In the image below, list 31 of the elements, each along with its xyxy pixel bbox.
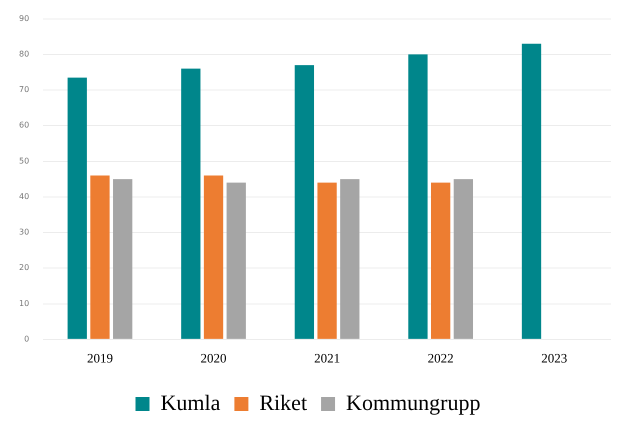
y-tick-label: 40 <box>18 192 30 201</box>
bar <box>522 44 542 339</box>
x-tick-label: 2021 <box>314 350 340 366</box>
legend-label: Kommungrupp <box>346 390 481 415</box>
bar <box>454 179 474 339</box>
x-tick-label: 2019 <box>86 350 113 366</box>
bar <box>204 176 224 339</box>
y-tick-label: 30 <box>18 228 30 237</box>
y-tick-label: 70 <box>18 85 30 94</box>
bar <box>294 65 314 339</box>
bar <box>317 182 337 339</box>
y-tick-label: 10 <box>18 298 30 308</box>
bar <box>181 68 200 339</box>
x-tick-label: 2022 <box>428 350 454 366</box>
bar <box>340 179 360 339</box>
y-tick-label: 80 <box>18 50 30 58</box>
y-tick-label: 90 <box>18 14 30 23</box>
bar <box>68 78 87 339</box>
legend-label: Kumla <box>160 390 221 415</box>
bar <box>408 54 428 339</box>
bar <box>431 182 450 339</box>
y-tick-label: 60 <box>18 120 30 130</box>
x-tick-label: 2023 <box>541 350 568 366</box>
bar <box>113 179 132 339</box>
x-tick-label: 2020 <box>200 350 227 366</box>
y-tick-label: 50 <box>18 156 30 166</box>
bar <box>90 176 110 339</box>
legend-label: Riket <box>259 390 308 415</box>
bar <box>226 182 246 339</box>
y-tick-label: 20 <box>18 263 30 272</box>
y-tick-label: 0 <box>24 334 30 344</box>
